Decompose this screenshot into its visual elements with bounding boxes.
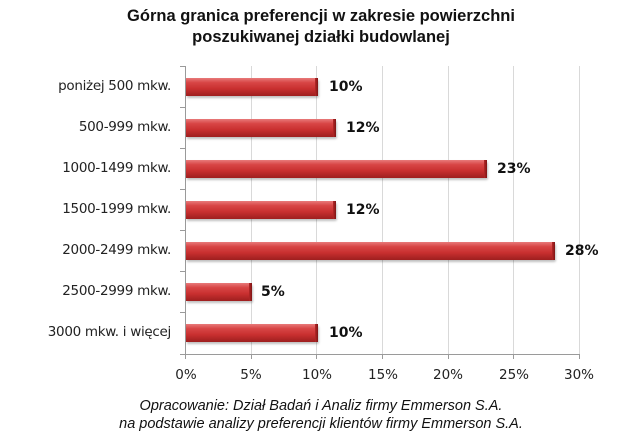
y-tick [180,312,185,313]
category-label: 2500-2999 mkw. [62,283,171,299]
data-label: 23% [497,161,531,177]
gridline [448,66,449,354]
y-axis [185,66,186,355]
category-label: 500-999 mkw. [78,119,171,135]
bar [186,78,318,96]
gridline [513,66,514,354]
y-tick [180,66,185,67]
x-tick-label: 15% [367,367,398,383]
x-tick [448,354,449,359]
y-tick [180,107,185,108]
x-tick-label: 10% [301,367,332,383]
bar [186,201,336,219]
x-tick-label: 5% [240,367,262,383]
bar [186,283,252,301]
x-tick-label: 20% [432,367,463,383]
data-label: 10% [329,79,363,95]
category-label: poniżej 500 mkw. [58,78,171,94]
source-note-line-1: Opracowanie: Dział Badań i Analiz firmy … [139,398,503,414]
bar [186,160,487,178]
x-tick [316,354,317,359]
chart-title-line-1: Górna granica preferencji w zakresie pow… [127,7,515,25]
bar [186,242,555,260]
chart-title-line-2: poszukiwanej działki budowlanej [192,28,450,46]
x-tick-label: 0% [175,367,197,383]
data-label: 12% [346,120,380,136]
chart-title: Górna granica preferencji w zakresie pow… [0,6,642,48]
source-note: Opracowanie: Dział Badań i Analiz firmy … [0,397,642,433]
x-tick [513,354,514,359]
gridline [579,66,580,354]
category-label: 1500-1999 mkw. [62,201,171,217]
x-tick [251,354,252,359]
y-tick [180,189,185,190]
data-label: 28% [565,243,599,259]
category-label: 3000 mkw. i więcej [47,324,172,340]
x-tick-label: 30% [563,367,594,383]
y-tick [180,148,185,149]
data-label: 5% [261,284,285,300]
bar [186,119,336,137]
data-label: 10% [329,325,363,341]
y-tick [180,354,185,355]
bar [186,324,318,342]
x-tick [185,354,186,359]
x-tick [382,354,383,359]
x-tick [579,354,580,359]
source-note-line-2: na podstawie analizy preferencji klientó… [119,416,523,432]
x-tick-label: 25% [498,367,529,383]
category-label: 1000-1499 mkw. [62,160,171,176]
data-label: 12% [346,202,380,218]
y-tick [180,230,185,231]
y-tick [180,271,185,272]
category-label: 2000-2499 mkw. [62,242,171,258]
gridline [382,66,383,354]
